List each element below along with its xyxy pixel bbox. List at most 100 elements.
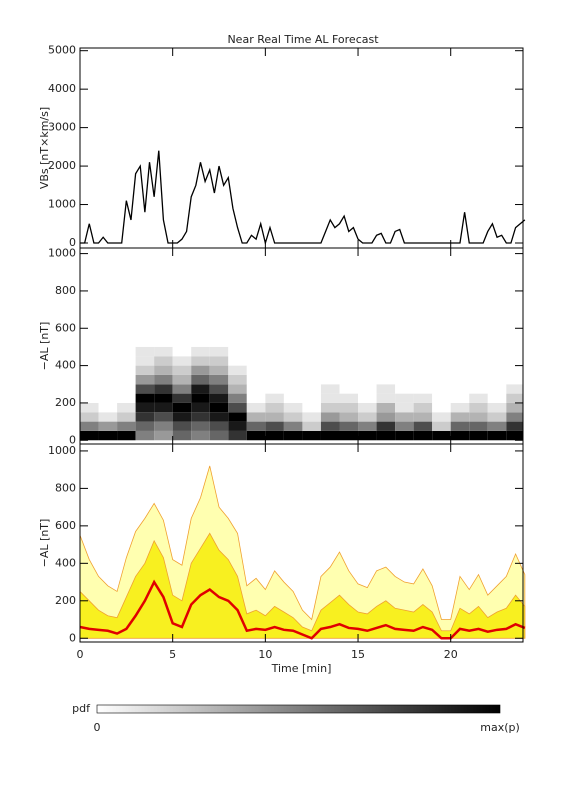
heat-cell	[413, 346, 433, 357]
heat-cell	[395, 430, 414, 441]
data-line	[80, 150, 526, 246]
heat-cell	[135, 402, 155, 413]
heat-cell	[172, 421, 192, 431]
heat-cell	[339, 402, 359, 413]
heat-cell	[302, 374, 321, 385]
heat-cell	[191, 365, 210, 375]
heat-cell	[98, 430, 118, 441]
heat-cell	[395, 384, 414, 394]
heat-cell	[191, 346, 210, 357]
heat-cell	[450, 365, 470, 375]
heat-cell	[265, 393, 284, 403]
heat-cell	[80, 430, 99, 441]
y-tick-label: 400	[55, 359, 76, 372]
heat-cell	[432, 346, 451, 357]
heat-cell	[191, 393, 210, 403]
heat-cell	[450, 402, 470, 413]
heat-cell	[506, 374, 523, 385]
heat-cell	[80, 346, 99, 357]
heat-cell	[413, 421, 433, 431]
heat-cell	[413, 365, 433, 375]
heat-cell	[209, 402, 229, 413]
heat-cell	[487, 430, 507, 441]
heat-cell	[228, 346, 247, 357]
heat-cell	[358, 393, 377, 403]
heat-cell	[506, 402, 523, 413]
heat-cell	[413, 412, 433, 422]
heat-cell	[135, 430, 155, 441]
heat-cell	[487, 393, 507, 403]
y-tick-label: 800	[55, 284, 76, 297]
heat-cell	[487, 384, 507, 394]
y-tick-label: 600	[55, 519, 76, 532]
heat-cell	[283, 393, 303, 403]
heat-cell	[191, 384, 210, 394]
heat-cell	[469, 393, 488, 403]
x-tick-label: 0	[77, 648, 84, 661]
colorbar-min-label: 0	[94, 721, 101, 734]
heat-cell	[320, 384, 340, 394]
heat-cell	[376, 412, 396, 422]
heat-cell	[228, 421, 247, 431]
heat-cell	[117, 365, 136, 375]
heat-cell	[302, 393, 321, 403]
heat-cell	[358, 412, 377, 422]
heat-cell	[320, 356, 340, 366]
heat-cell	[487, 356, 507, 366]
heat-cell	[80, 374, 99, 385]
heat-cell	[80, 412, 99, 422]
heat-cell	[358, 402, 377, 413]
heat-cell	[117, 412, 136, 422]
heat-cell	[117, 346, 136, 357]
heat-cell	[228, 412, 247, 422]
heat-cell	[320, 412, 340, 422]
heat-cell	[432, 365, 451, 375]
heat-cell	[358, 374, 377, 385]
heat-cell	[376, 374, 396, 385]
heat-cell	[339, 346, 359, 357]
heat-cell	[487, 365, 507, 375]
heat-cell	[506, 384, 523, 394]
heat-cell	[450, 430, 470, 441]
heat-cell	[191, 430, 210, 441]
heat-cell	[395, 365, 414, 375]
heat-cell	[506, 421, 523, 431]
heat-cell	[487, 346, 507, 357]
heat-cell	[302, 402, 321, 413]
plot-frame	[79, 47, 524, 249]
heat-cell	[320, 402, 340, 413]
heat-cell	[228, 374, 247, 385]
y-tick-label: 1000	[48, 444, 76, 457]
heat-cell	[209, 365, 229, 375]
heat-cell	[98, 421, 118, 431]
heat-cell	[246, 412, 266, 422]
heat-cell	[283, 430, 303, 441]
heat-cell	[320, 374, 340, 385]
heat-cell	[135, 384, 155, 394]
heat-cell	[265, 374, 284, 385]
heat-cell	[469, 374, 488, 385]
heat-cell	[358, 430, 377, 441]
heat-cell	[339, 374, 359, 385]
y-tick-label: 0	[69, 433, 76, 446]
heat-cell	[209, 346, 229, 357]
heat-cell	[154, 393, 173, 403]
heat-cell	[339, 393, 359, 403]
heat-cell	[376, 421, 396, 431]
heat-cell	[172, 346, 192, 357]
heat-cell	[209, 421, 229, 431]
heat-cell	[413, 356, 433, 366]
y-tick-label: 800	[55, 481, 76, 494]
heat-cell	[395, 346, 414, 357]
heat-cell	[135, 393, 155, 403]
heat-cell	[80, 384, 99, 394]
heat-cell	[117, 430, 136, 441]
heat-cell	[395, 402, 414, 413]
heat-cell	[283, 374, 303, 385]
heat-cell	[283, 412, 303, 422]
heat-cell	[450, 412, 470, 422]
heat-cell	[80, 421, 99, 431]
heat-cell	[432, 384, 451, 394]
heat-cell	[283, 402, 303, 413]
